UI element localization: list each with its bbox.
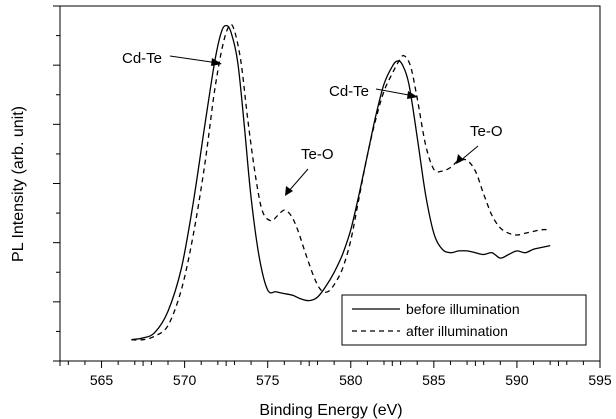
annotation-arrow [459,145,479,162]
legend-label-after: after illumination [406,323,508,339]
series-layer [131,23,551,341]
legend-label-before: before illumination [406,301,520,317]
annotation-label: Te-O [470,123,503,140]
x-tick-label: 595 [588,372,612,388]
annotation-arrowhead [285,186,293,196]
x-tick-label: 575 [256,372,280,388]
x-tick-label: 580 [339,372,363,388]
annotation-label: Te-O [301,146,334,163]
annotation-te-o-2: Te-O [456,123,503,164]
annotation-arrowhead [456,154,464,164]
x-tick-label: 590 [505,372,529,388]
annotation-arrow [169,55,219,64]
series-line-before-illumination [131,24,551,341]
y-axis-ticks [53,5,60,362]
y-axis-title: PL Intensity (arb. unit) [10,106,27,262]
annotation-label: Cd-Te [122,50,162,67]
annotation-te-o-1: Te-O [285,146,334,196]
annotation-arrowhead [407,91,418,99]
x-axis-title: Binding Energy (eV) [259,402,402,419]
annotation-arrow [287,168,309,193]
legend-box [341,294,587,346]
annotation-cd-te-2: Cd-Te [329,83,418,100]
annotation-arrowhead [211,58,222,66]
series-line-after-illumination [131,23,551,341]
annotation-cd-te-1: Cd-Te [122,50,222,67]
x-tick-label: 565 [90,372,114,388]
legend: before illumination after illumination [341,294,587,346]
x-tick-label: 570 [173,372,197,388]
x-axis-ticks: 565 570 575 580 585 590 595 [59,361,612,388]
annotation-label: Cd-Te [329,83,369,100]
x-tick-label: 585 [422,372,446,388]
